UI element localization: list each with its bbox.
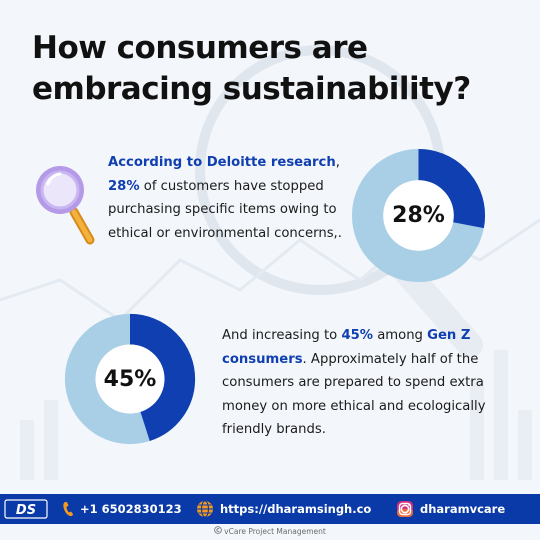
instagram-icon xyxy=(397,501,413,517)
svg-text:DS: DS xyxy=(16,503,36,518)
title-line-1: How consumers are xyxy=(32,30,368,66)
deloitte-source: According to Deloitte research xyxy=(108,155,336,170)
stat-28-inline: 28% xyxy=(108,178,140,194)
deloitte-rest: of customers have stopped purchasing spe… xyxy=(108,178,342,241)
deloitte-comma: , xyxy=(335,155,340,170)
instagram-handle: dharamvcare xyxy=(420,502,506,516)
credit-line: vCare Project Management xyxy=(0,524,540,540)
donut-hole xyxy=(95,344,165,414)
genz-paragraph: And increasing to 45% among Gen Z consum… xyxy=(222,324,518,442)
phone-number: +1 6502830123 xyxy=(80,502,182,516)
title-line-2: embracing sustainability? xyxy=(32,71,471,107)
stat-45-inline: 45% xyxy=(341,328,374,343)
genz-group: Gen Z consumers xyxy=(222,328,471,367)
genz-middle: among xyxy=(373,328,428,343)
page-title: How consumers are embracing sustainabili… xyxy=(32,28,532,110)
brand-logo-mark: DS xyxy=(4,499,48,519)
deloitte-paragraph: According to Deloitte research, 28% of c… xyxy=(108,151,358,245)
donut-segment xyxy=(64,313,196,445)
donut-chart-45: 45% xyxy=(63,312,197,446)
donut-label-45: 45% xyxy=(103,366,157,392)
footer-phone[interactable]: +1 6502830123 xyxy=(62,494,182,524)
donut-chart-28: 28% xyxy=(350,147,487,284)
magnifier-icon xyxy=(36,166,95,245)
donut-hole xyxy=(383,180,454,251)
footer-instagram[interactable]: dharamvcare xyxy=(396,494,505,524)
donut-segment xyxy=(351,148,486,283)
footer-website[interactable]: https://dharamsingh.co xyxy=(196,494,371,524)
genz-rest: . Approximately half of the consumers ar… xyxy=(222,351,486,438)
genz-before: And increasing to xyxy=(222,328,342,343)
phone-icon xyxy=(63,502,73,517)
credit-text: vCare Project Management xyxy=(224,527,326,536)
copyright-icon xyxy=(214,526,222,534)
donut-label-28: 28% xyxy=(392,203,445,228)
brand-logo[interactable]: DS xyxy=(4,494,54,524)
footer-bar: DS +1 6502830123 https://dharamsingh.co … xyxy=(0,494,540,524)
globe-icon xyxy=(197,500,213,518)
website-url: https://dharamsingh.co xyxy=(220,502,372,516)
